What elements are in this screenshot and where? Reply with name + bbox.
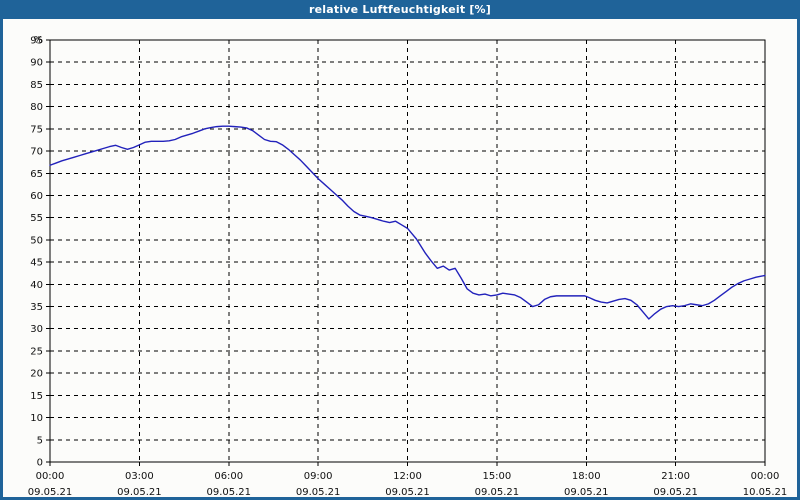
y-axis-tick-label: 40: [30, 280, 43, 291]
x-axis-date-label: 09.05.21: [653, 487, 698, 497]
humidity-line-chart: 0 5 10 15 20 25 30 35 40 45 50 55 60 65 70 75 80 85 90 95% 0…: [28, 35, 788, 497]
window-body: 0 5 10 15 20 25 30 35 40 45 50 55 60 65 70 75 80 85 90 95% 0…: [0, 19, 800, 500]
y-axis-tick-label: 60: [30, 191, 43, 202]
y-axis-unit-label: %: [33, 35, 43, 46]
y-axis-tick-label: 70: [30, 147, 43, 158]
y-axis-tick-label: 65: [30, 169, 43, 180]
x-axis-date-label: 09.05.21: [206, 487, 251, 497]
x-axis-date-label: 09.05.21: [117, 487, 162, 497]
y-axis-tick-label: 75: [30, 124, 43, 135]
x-axis-time-label: 12:00: [393, 471, 422, 482]
x-axis-date-label: 09.05.21: [385, 487, 430, 497]
x-axis-time-label: 03:00: [125, 471, 154, 482]
x-axis-time-label: 21:00: [661, 471, 690, 482]
y-axis-tick-label: 30: [30, 324, 43, 335]
y-axis-tick-label: 10: [30, 413, 43, 424]
y-axis-tick-label: 80: [30, 102, 43, 113]
data-series-line: [49, 125, 766, 320]
plot-axes-frame: [49, 39, 766, 463]
plot-area-container: 0 5 10 15 20 25 30 35 40 45 50 55 60 65 70 75 80 85 90 95% 0…: [3, 19, 797, 497]
y-axis-tick-label: 50: [30, 235, 43, 246]
x-axis-date-label: 09.05.21: [475, 487, 520, 497]
y-axis-tick-label: 85: [30, 80, 43, 91]
y-axis-tick-label: 20: [30, 369, 43, 380]
y-axis-tick-label: 15: [30, 391, 43, 402]
x-axis-date-label: 10.05.21: [743, 487, 788, 497]
window-title-bar: relative Luftfeuchtigkeit [%]: [0, 0, 800, 19]
page-title: relative Luftfeuchtigkeit [%]: [309, 3, 491, 16]
x-axis-time-label: 18:00: [572, 471, 601, 482]
y-axis-tick-label: 35: [30, 302, 43, 313]
y-axis-tick-label: 90: [30, 58, 43, 69]
y-axis-tick-label: 0: [37, 458, 43, 469]
x-axis-time-label: 00:00: [36, 471, 65, 482]
y-axis-tick-label: 95: [30, 36, 43, 47]
x-axis-time-label: 09:00: [304, 471, 333, 482]
x-axis-time-label: 00:00: [751, 471, 780, 482]
y-axis-tick-label: 5: [37, 435, 43, 446]
x-axis-time-label: 06:00: [214, 471, 243, 482]
x-axis-date-label: 09.05.21: [564, 487, 609, 497]
y-axis-tick-label: 55: [30, 213, 43, 224]
y-axis-tick-label: 25: [30, 346, 43, 357]
x-axis-date-label: 09.05.21: [28, 487, 73, 497]
x-axis-date-label: 09.05.21: [296, 487, 341, 497]
y-axis-tick-label: 45: [30, 258, 43, 269]
x-axis-time-label: 15:00: [482, 471, 511, 482]
